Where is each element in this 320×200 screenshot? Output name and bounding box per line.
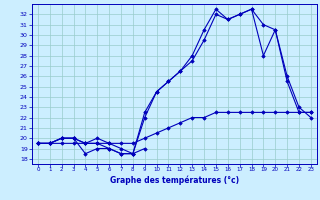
X-axis label: Graphe des températures (°c): Graphe des températures (°c) xyxy=(110,175,239,185)
